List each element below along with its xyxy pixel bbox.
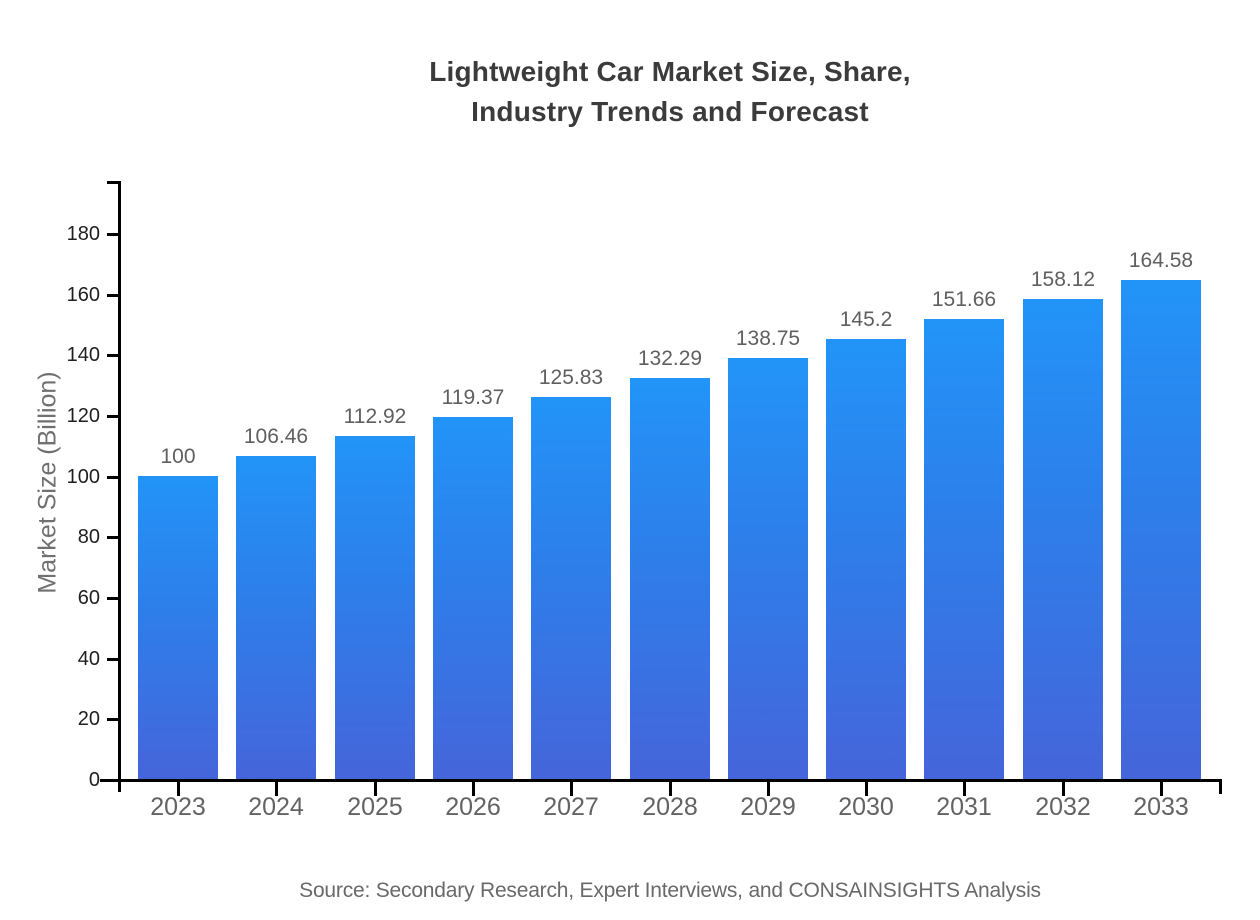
y-tick-label: 80: [77, 526, 100, 548]
chart-title: Lightweight Car Market Size, Share, Indu…: [0, 52, 1260, 132]
x-tick-mark: [668, 782, 672, 796]
y-tick-label: 20: [77, 708, 100, 730]
bar-2031: [924, 319, 1004, 779]
y-tick-label: 140: [66, 344, 100, 366]
bar-2026: [433, 417, 513, 779]
x-tick-mark: [569, 782, 573, 796]
bar-value-label: 119.37: [441, 386, 505, 409]
y-tick-label: 60: [77, 587, 100, 609]
bar-value-label: 125.83: [538, 366, 604, 389]
y-tick-mark: [107, 476, 119, 479]
x-tick-label: 2031: [936, 793, 992, 821]
y-tick-mark: [107, 658, 119, 661]
y-tick-label: 0: [88, 769, 100, 791]
y-tick-mark: [107, 718, 119, 721]
y-tick-label: 40: [77, 648, 100, 670]
bar-2030: [826, 339, 906, 779]
bar-2023: [138, 476, 218, 779]
x-tick-label: 2030: [838, 793, 894, 821]
x-tick-mark: [864, 782, 868, 796]
x-tick-mark: [373, 782, 377, 796]
chart-title-line2: Industry Trends and Forecast: [471, 96, 869, 127]
y-tick-mark: [107, 536, 119, 539]
bar-value-label: 145.2: [839, 308, 893, 331]
bar-2033: [1121, 280, 1201, 779]
y-tick-label: 180: [66, 223, 100, 245]
x-tick-mark: [1061, 782, 1065, 796]
x-tick-label: 2025: [347, 793, 403, 821]
x-tick-mark: [471, 782, 475, 796]
bar-value-label: 164.58: [1128, 249, 1194, 272]
x-tick-label: 2024: [248, 793, 304, 821]
x-tick-mark: [176, 782, 180, 796]
bar-value-label: 132.29: [637, 347, 703, 370]
y-tick-label: 100: [66, 466, 100, 488]
y-tick-mark: [107, 294, 119, 297]
x-tick-mark: [274, 782, 278, 796]
y-tick-mark: [107, 233, 119, 236]
x-tick-label: 2027: [543, 793, 599, 821]
x-tick-label: 2029: [740, 793, 796, 821]
x-tick-mark: [962, 782, 966, 796]
y-tick-mark: [107, 415, 119, 418]
y-tick-label: 160: [66, 284, 100, 306]
bar-value-label: 112.92: [343, 405, 407, 428]
bar-2025: [335, 436, 415, 779]
bar-2029: [728, 358, 808, 779]
y-axis-end-cap: [107, 181, 121, 184]
y-tick-mark: [107, 597, 119, 600]
x-tick-mark: [766, 782, 770, 796]
x-tick-label: 2026: [445, 793, 501, 821]
bar-2024: [236, 456, 316, 779]
y-axis-line: [118, 181, 121, 792]
y-tick-label: 120: [66, 405, 100, 427]
bar-value-label: 138.75: [735, 327, 801, 350]
bar-2027: [531, 397, 611, 779]
x-tick-mark: [1159, 782, 1163, 796]
bar-value-label: 151.66: [931, 288, 997, 311]
bar-value-label: 106.46: [243, 425, 309, 448]
x-tick-label: 2032: [1035, 793, 1091, 821]
x-tick-label: 2023: [150, 793, 206, 821]
x-axis-line: [100, 779, 1222, 782]
bar-2032: [1023, 299, 1103, 779]
y-tick-mark: [107, 354, 119, 357]
bar-2028: [630, 378, 710, 779]
bar-value-label: 158.12: [1030, 268, 1096, 291]
chart-title-line1: Lightweight Car Market Size, Share,: [429, 56, 911, 87]
x-tick-label: 2028: [642, 793, 698, 821]
x-axis-end-tick: [1219, 779, 1222, 794]
y-tick-mark: [107, 779, 119, 782]
x-tick-label: 2033: [1133, 793, 1189, 821]
source-note: Source: Secondary Research, Expert Inter…: [299, 879, 1041, 902]
bar-value-label: 100: [160, 445, 196, 468]
